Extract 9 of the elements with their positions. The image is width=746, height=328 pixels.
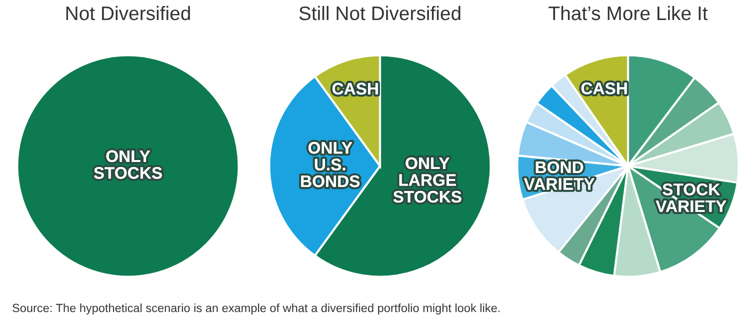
slice-label: CASH — [581, 82, 627, 94]
slice-label: ONLY STOCKS — [94, 150, 162, 179]
slice-label: CASH — [332, 82, 378, 95]
slice-label: ONLY U.S. BONDS — [301, 142, 360, 188]
source-note: Source: The hypothetical scenario is an example of what a diversified portfolio might look like. — [12, 303, 500, 314]
slice-label: ONLY LARGE STOCKS — [393, 157, 462, 203]
chart-title: Not Diversified — [66, 6, 190, 20]
chart-title: Still Not Diversified — [299, 6, 460, 20]
chart-title: That’s More Like It — [548, 6, 708, 20]
